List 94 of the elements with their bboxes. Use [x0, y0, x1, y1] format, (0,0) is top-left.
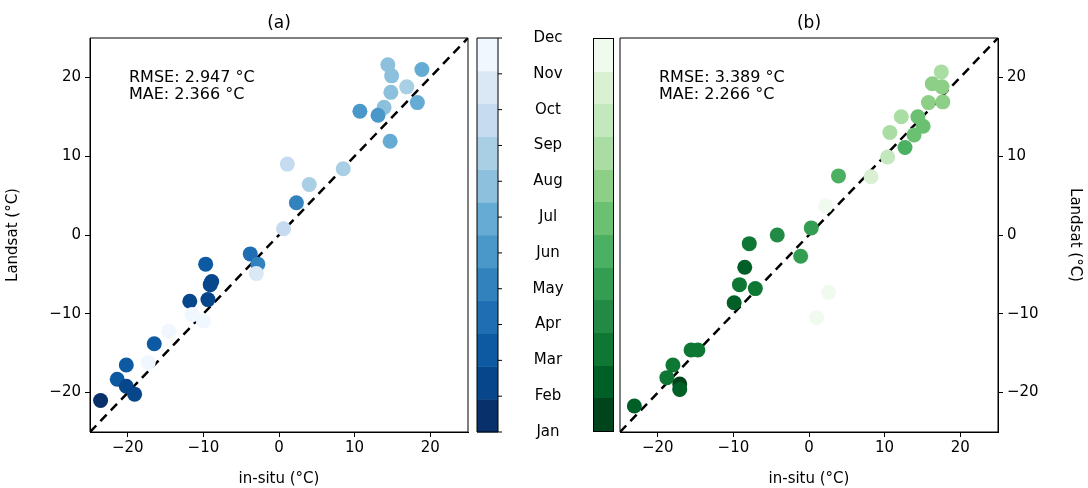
y-axis-title: Landsat (°C) [1067, 188, 1086, 282]
point [279, 156, 295, 172]
point [863, 169, 879, 185]
y-axis-title: Landsat (°C) [2, 188, 21, 282]
x-tick-label: 10 [345, 437, 365, 456]
color-bar-label: Aug [533, 171, 563, 190]
point [409, 95, 425, 111]
point [741, 236, 757, 252]
point [818, 198, 834, 214]
color-bar-label: May [532, 278, 564, 297]
point [127, 386, 143, 402]
point [880, 149, 896, 165]
point [118, 357, 134, 373]
color-bar-label: Jul [537, 206, 558, 225]
point [184, 307, 200, 323]
point [920, 95, 936, 111]
point [934, 79, 950, 95]
x-tick-label: −10 [717, 437, 750, 456]
y-tick-label: −10 [1007, 303, 1039, 322]
point [161, 323, 177, 339]
point [140, 355, 156, 371]
x-tick-label: 0 [804, 437, 814, 456]
point [793, 248, 809, 264]
point [202, 277, 218, 293]
color-bar-label: Apr [535, 314, 562, 333]
point [248, 266, 264, 282]
x-tick-label: −20 [111, 437, 144, 456]
x-axis-title: in-situ (°C) [238, 468, 320, 487]
color-bar-label: Nov [533, 63, 563, 82]
point [288, 195, 304, 211]
point [659, 370, 675, 386]
point [830, 168, 846, 184]
point [182, 293, 198, 309]
annotation: MAE: 2.366 °C [129, 84, 245, 103]
color-bar-label: Mar [533, 350, 563, 369]
x-tick-label: 0 [274, 437, 284, 456]
y-tick-label: 10 [61, 146, 81, 165]
x-tick-label: 10 [875, 437, 895, 456]
point [915, 118, 931, 134]
color-bar-label: Feb [534, 386, 562, 405]
annotation: MAE: 2.266 °C [659, 84, 775, 103]
x-axis-title: in-situ (°C) [768, 468, 850, 487]
point [893, 109, 909, 125]
point [935, 94, 951, 110]
point [276, 221, 292, 237]
point [352, 103, 368, 119]
point [803, 220, 819, 236]
point [384, 68, 400, 84]
point [747, 281, 763, 297]
annotation: RMSE: 2.947 °C [129, 67, 255, 86]
x-tick-label: 20 [950, 437, 970, 456]
y-tick-label: 10 [1007, 146, 1027, 165]
point [726, 295, 742, 311]
point [399, 79, 415, 95]
point [731, 277, 747, 293]
color-bar-label: Sep [533, 135, 563, 154]
point [198, 256, 214, 272]
point [146, 336, 162, 352]
color-bar-label: Jan [535, 421, 560, 440]
point [370, 107, 386, 123]
y-tick-label: −10 [49, 303, 81, 322]
point [382, 133, 398, 149]
point [769, 227, 785, 243]
y-tick-label: −20 [49, 382, 81, 401]
x-tick-label: 20 [420, 437, 440, 456]
color-bar-label: Jun [535, 242, 560, 261]
point [335, 161, 351, 177]
point [383, 84, 399, 100]
point [737, 259, 753, 275]
y-tick-label: 0 [1007, 224, 1017, 243]
x-tick-label: −10 [187, 437, 220, 456]
point [672, 381, 688, 397]
point [933, 64, 949, 80]
chart-title: (a) [267, 11, 291, 32]
y-tick-label: 0 [71, 224, 81, 243]
y-tick-label: 20 [1007, 67, 1027, 86]
point [897, 140, 913, 156]
y-tick-label: 20 [61, 67, 81, 86]
annotation: RMSE: 3.389 °C [659, 67, 785, 86]
y-tick-label: −20 [1007, 382, 1039, 401]
point [301, 177, 317, 193]
color-bar-label: Oct [535, 99, 562, 118]
point [882, 125, 898, 141]
point [195, 313, 211, 329]
point [414, 62, 430, 78]
point [93, 392, 109, 408]
point [200, 292, 216, 308]
point [665, 357, 681, 373]
x-tick-label: −20 [641, 437, 674, 456]
point [906, 127, 922, 143]
point [242, 246, 258, 262]
color-bar-label: Dec [533, 27, 563, 46]
chart-title: (b) [796, 11, 822, 32]
point [626, 398, 642, 414]
